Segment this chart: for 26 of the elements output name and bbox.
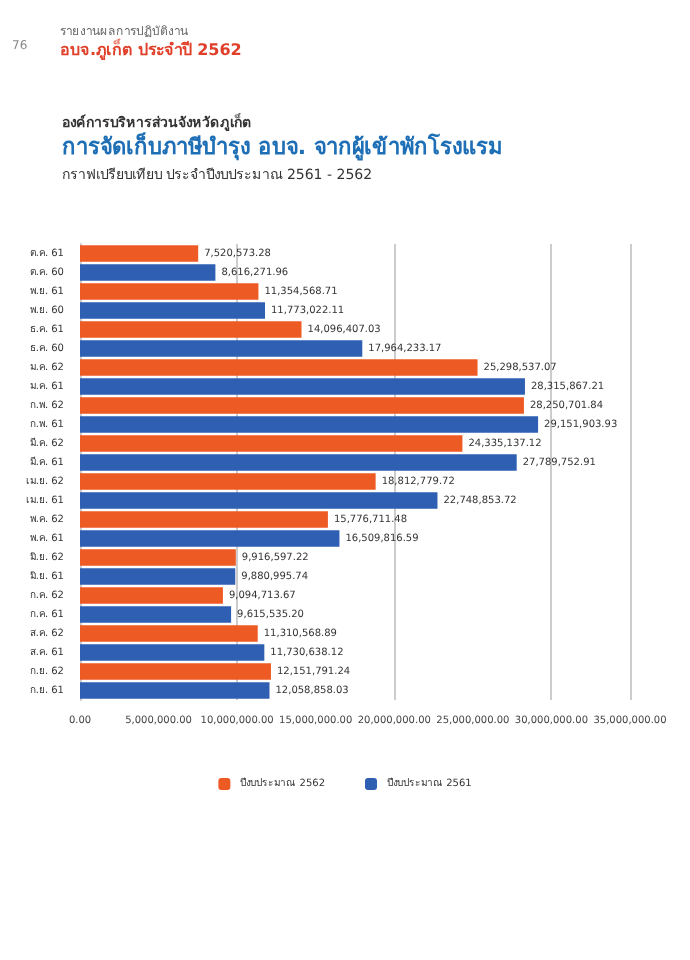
chart-title: การจัดเก็บภาษีบำรุง อบจ. จากผู้เข้าพักโรงแรม	[62, 132, 502, 162]
bar	[80, 416, 539, 433]
bar	[80, 587, 223, 604]
bar	[80, 359, 478, 376]
bar	[80, 264, 216, 281]
bar	[80, 454, 517, 471]
bar	[80, 625, 258, 642]
bar	[80, 663, 271, 680]
bar	[80, 682, 270, 699]
bar	[80, 644, 265, 661]
bar	[80, 492, 438, 509]
bar	[80, 245, 199, 262]
bar	[80, 283, 259, 300]
bar	[80, 378, 525, 395]
bar	[80, 530, 340, 547]
bar	[80, 435, 463, 452]
bar	[80, 511, 328, 528]
bar	[80, 606, 232, 623]
bar	[80, 302, 265, 319]
bar	[80, 321, 302, 338]
bar	[80, 473, 376, 490]
bar	[80, 340, 363, 357]
bar	[80, 397, 524, 414]
bar	[80, 568, 236, 585]
text: อบจ.ภูเก็ต ประจำปี 2562	[60, 37, 242, 61]
bar	[80, 549, 236, 566]
